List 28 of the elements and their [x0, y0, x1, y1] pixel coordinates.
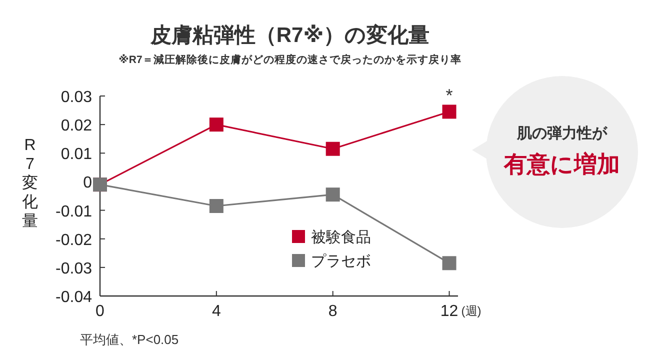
y-tick-label: 0.02: [60, 118, 92, 135]
annotation: *: [446, 86, 453, 106]
y-tick-label: -0.01: [56, 203, 92, 220]
x-tick-label: 4: [212, 303, 221, 320]
point: [442, 104, 456, 119]
y-tick-label: 0.03: [60, 89, 92, 106]
point: [442, 256, 456, 270]
point: [326, 188, 340, 202]
y-tick-label: -0.04: [56, 289, 92, 306]
x-tick-label: 8: [328, 303, 338, 320]
text: 肌の弾力性が: [516, 125, 608, 142]
legend-label: 被験食品: [311, 229, 371, 246]
legend-label: プラセボ: [311, 253, 371, 270]
text: 有意に増加: [503, 151, 620, 177]
y-tick-label: -0.03: [56, 260, 92, 278]
y-axis-title: R7変化量: [22, 137, 38, 230]
y-tick-label: 0: [83, 174, 92, 192]
text: 平均値、*P<0.05: [80, 332, 179, 347]
point: [209, 199, 224, 213]
chart-title: 皮膚粘弾性（R7※）の変化量: [149, 23, 430, 47]
y-tick-label: -0.02: [56, 232, 92, 249]
point: [209, 118, 224, 132]
point: [326, 142, 340, 156]
x-axis-title: (週): [461, 304, 482, 318]
chart-subtitle: ※R7＝減圧解除後に皮膚がどの程度の速さで戻ったのかを示す戻り率: [118, 53, 462, 66]
x-tick-label: 0: [96, 303, 105, 320]
x-tick-label: 12: [440, 303, 458, 320]
y-tick-label: 0.01: [60, 146, 92, 164]
